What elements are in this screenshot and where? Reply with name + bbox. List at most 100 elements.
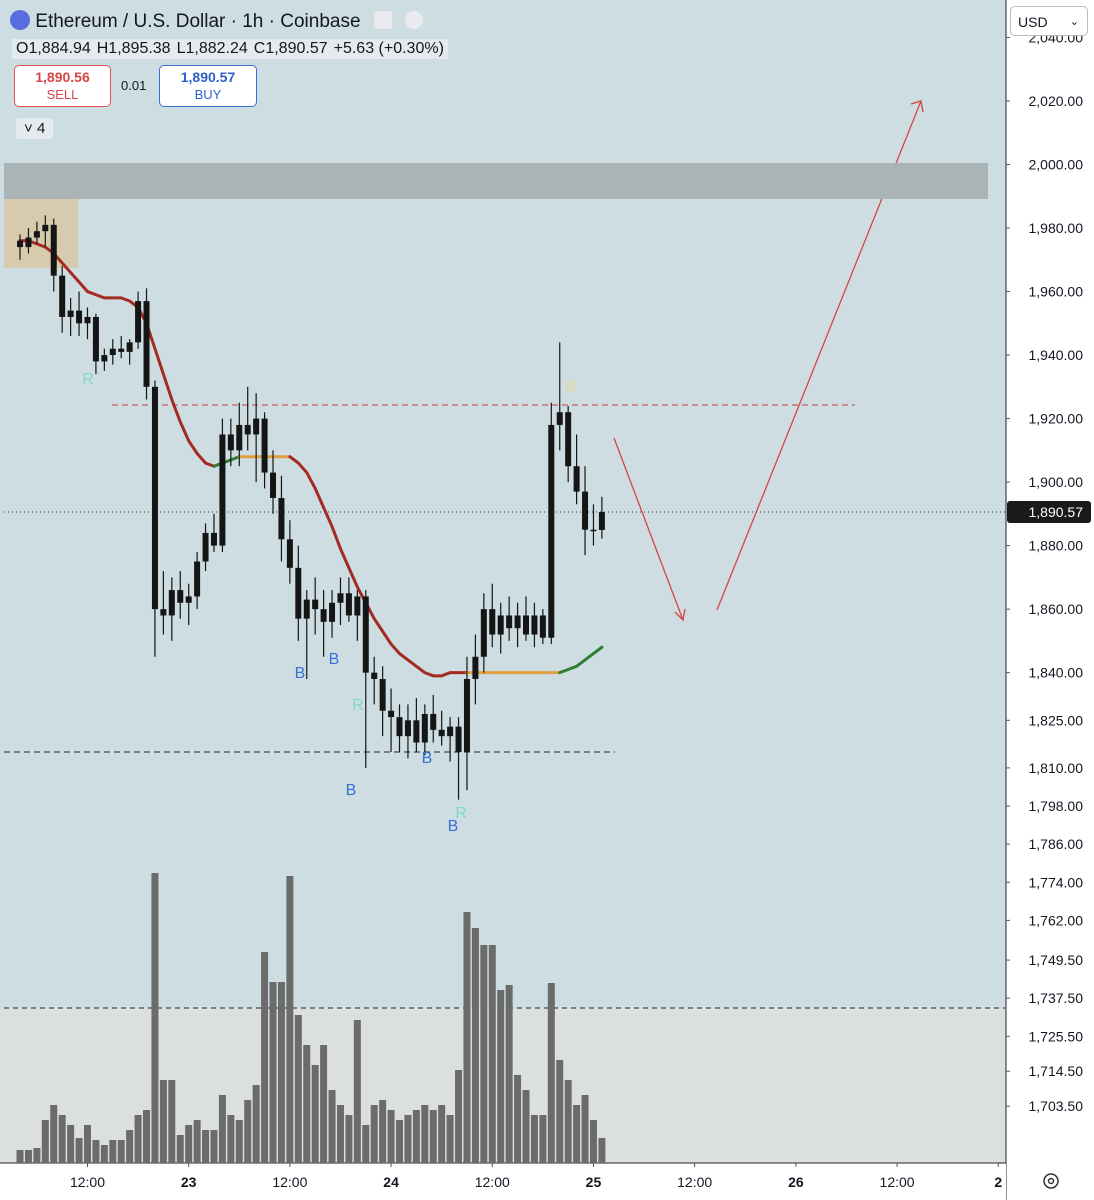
y-tick-label: 1,714.50: [1029, 1063, 1084, 1079]
candle-body: [447, 726, 454, 737]
y-tick-label: 1,774.00: [1029, 874, 1084, 890]
volume-bar: [396, 1120, 404, 1163]
volume-bar: [547, 983, 555, 1163]
candle-body: [362, 596, 369, 673]
volume-bar: [92, 1140, 100, 1163]
signal-marker: B: [422, 750, 433, 767]
candle-body: [539, 615, 546, 638]
signal-marker: R: [82, 371, 94, 388]
volume-bar: [67, 1125, 75, 1163]
volume-bar: [463, 912, 471, 1163]
volume-bar: [328, 1090, 336, 1163]
signal-marker: R: [352, 697, 364, 714]
currency-select[interactable]: USD ⌄: [1010, 6, 1088, 36]
candle-body: [261, 418, 268, 473]
volume-bar: [218, 1095, 226, 1163]
candle-body: [430, 713, 437, 730]
settings-icon[interactable]: [1043, 1173, 1059, 1189]
candle-body: [590, 529, 597, 532]
candle-body: [413, 720, 420, 743]
volume-bar: [320, 1045, 328, 1163]
candle-body: [506, 615, 513, 629]
volume-bar: [117, 1140, 125, 1163]
volume-bar: [412, 1110, 420, 1163]
eth-icon: [10, 10, 30, 30]
candle-body: [210, 532, 217, 546]
candle-body: [253, 418, 260, 435]
volume-bar: [589, 1120, 597, 1163]
ohlc-value: 1,890.57: [265, 40, 328, 57]
buy-price: 1,890.57: [180, 69, 236, 85]
last-price-tag: [1007, 501, 1091, 524]
candle-body: [472, 656, 479, 679]
volume-bar: [252, 1085, 260, 1163]
candle-body: [177, 590, 184, 603]
candle-body: [25, 237, 32, 248]
x-tick-label: 12:00: [272, 1174, 307, 1190]
candle-body: [101, 355, 108, 362]
candle-body: [345, 593, 352, 616]
candle-body: [202, 532, 209, 562]
moving-average: [288, 455, 469, 678]
candle-body: [33, 231, 40, 238]
signal-marker: R: [455, 805, 467, 822]
candle-body: [236, 424, 243, 451]
candle-body: [404, 720, 411, 737]
volume-bars: [16, 873, 606, 1163]
y-tick-label: 1,940.00: [1029, 347, 1084, 363]
volume-bar: [336, 1105, 344, 1163]
candle-body: [17, 240, 24, 248]
chevron: ⌄: [1069, 16, 1079, 28]
candle-body: [455, 726, 462, 753]
volume-bar: [539, 1115, 547, 1163]
candle-body: [244, 424, 251, 435]
y-tick-label: 1,860.00: [1029, 601, 1084, 617]
status-icon[interactable]: [405, 11, 424, 29]
y-tick-label: 1,737.50: [1029, 990, 1084, 1006]
volume-bar: [530, 1115, 538, 1163]
volume-bar: [185, 1125, 193, 1163]
candle-body: [388, 710, 395, 718]
y-tick-label: 1,725.50: [1029, 1028, 1084, 1044]
signal-marker: B: [346, 782, 357, 799]
volume-bar: [269, 982, 277, 1163]
spread: 0.01: [121, 78, 147, 93]
candle-body: [438, 729, 445, 737]
volume-bar: [143, 1110, 151, 1163]
flag-icon[interactable]: [373, 11, 392, 29]
candle-body: [329, 602, 336, 622]
sell-button[interactable]: 1,890.56 SELL: [14, 65, 111, 107]
candle-body: [151, 386, 158, 610]
candle-body: [531, 615, 538, 635]
candle-body: [497, 615, 504, 635]
candle-body: [354, 596, 361, 616]
y-tick-label: 1,762.00: [1029, 912, 1084, 928]
volume-bar: [598, 1138, 606, 1163]
volume-bar: [235, 1120, 243, 1163]
volume-bar: [311, 1065, 319, 1163]
candle-body: [59, 275, 66, 317]
indicators-toggle[interactable]: ˅ 4: [16, 118, 54, 139]
candle-body: [168, 590, 175, 616]
buy-button[interactable]: 1,890.57 BUY: [159, 65, 257, 107]
sell-label: SELL: [46, 87, 79, 102]
volume-bar: [505, 985, 513, 1163]
ohlc-key: C: [253, 40, 266, 57]
volume-bar: [471, 928, 479, 1163]
settings-icon-core: [1047, 1177, 1055, 1185]
candle-body: [118, 348, 125, 352]
volume-bar: [421, 1105, 429, 1163]
moving-average: [212, 455, 241, 468]
candle-body: [270, 472, 277, 498]
candle-body: [278, 497, 285, 540]
time-axis-bg: [0, 1163, 1006, 1200]
last-price-label: 1,890.57: [1029, 504, 1084, 520]
volume-bar: [58, 1115, 66, 1163]
volume-bar: [379, 1100, 387, 1163]
candle-body: [598, 512, 605, 530]
candle-body: [227, 434, 234, 451]
x-tick-label: 26: [788, 1174, 804, 1190]
candle-body: [84, 316, 91, 324]
candle-body: [92, 316, 99, 362]
